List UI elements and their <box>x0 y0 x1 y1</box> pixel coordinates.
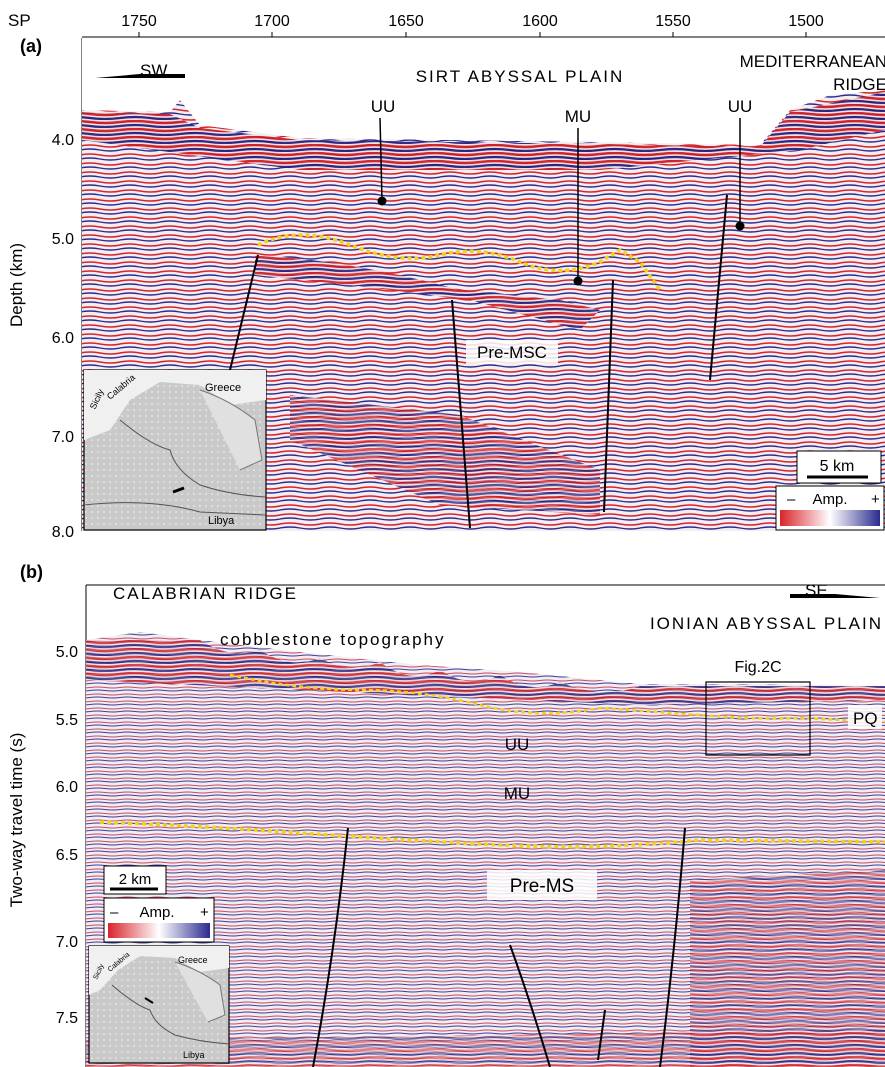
twt-tick-7-5: 7.5 <box>56 1010 78 1027</box>
panel-a: (a) SP 1750 1700 1650 1600 1550 1500 Dep… <box>7 11 885 541</box>
depth-tick-5: 5.0 <box>52 231 74 248</box>
unit-pq-label: PQ <box>853 709 878 728</box>
sp-tick-1500: 1500 <box>788 13 824 30</box>
amplitude-legend-a: – Amp. + <box>775 485 885 531</box>
unit-pre-ms-label: Pre-MS <box>510 876 574 897</box>
amp-label-b: Amp. <box>139 904 174 921</box>
depth-tick-4: 4.0 <box>52 132 74 149</box>
scale-bar-b: 2 km <box>103 865 167 895</box>
region-mediterranean-line1: MEDITERRANEAN <box>740 52 885 71</box>
region-calabrian-ridge: CALABRIAN RIDGE <box>113 584 298 603</box>
horizon-yellow-a <box>257 233 662 292</box>
horizon-yellow-b-upper <box>229 673 885 724</box>
location-map-a: Greece Sicily Calabria Libya <box>83 369 267 531</box>
unit-uu-label-b: UU <box>505 735 530 754</box>
map-a-greece: Greece <box>205 382 241 394</box>
region-ridge-line2: RIDGE <box>833 75 885 94</box>
unit-uu-label-2: UU <box>728 97 753 116</box>
unit-mu-label-b: MU <box>504 784 530 803</box>
seismic-section-a <box>82 38 885 531</box>
unit-pre-msc-label: Pre-MSC <box>477 343 547 362</box>
amp-minus-b: – <box>110 904 119 921</box>
feature-cobblestone-topography: cobblestone topography <box>220 630 445 649</box>
depth-tick-6: 6.0 <box>52 330 74 347</box>
faults-b <box>312 827 686 1067</box>
depth-tick-7: 7.0 <box>52 429 74 446</box>
region-sirt-abyssal-plain: SIRT ABYSSAL PLAIN <box>416 67 625 86</box>
scale-bar-b-label: 2 km <box>119 871 152 888</box>
twt-tick-5-5: 5.5 <box>56 712 78 729</box>
twt-axis-label: Two-way travel time (s) <box>7 733 26 908</box>
map-b-libya: Libya <box>183 1050 205 1060</box>
depth-axis-label: Depth (km) <box>7 243 26 327</box>
amp-plus-a: + <box>871 491 880 508</box>
direction-sw-label: SW <box>140 61 167 80</box>
depth-axis-ticks: 4.0 5.0 6.0 7.0 8.0 <box>52 38 83 541</box>
sp-tick-1550: 1550 <box>655 13 691 30</box>
fig-2c-label: Fig.2C <box>734 659 781 676</box>
unit-mu-label: MU <box>565 107 591 126</box>
panel-b-label: (b) <box>20 562 43 582</box>
amp-minus-a: – <box>787 491 796 508</box>
unit-mu-marker: MU <box>565 107 591 286</box>
horizon-yellow-b-lower <box>99 820 885 849</box>
sp-axis-label: SP <box>8 11 31 30</box>
scale-bar-a: 5 km <box>796 450 882 484</box>
fig-2c-box <box>705 681 811 756</box>
amp-label-a: Amp. <box>812 491 847 508</box>
location-map-b: Greece Sicily Calabria Libya <box>88 945 230 1064</box>
direction-arrow-se: SE <box>790 581 880 600</box>
direction-arrow-sw: SW <box>95 61 185 80</box>
panel-b: (b) Two-way travel time (s) 5.0 5.5 6.0 … <box>7 562 885 1067</box>
sp-axis-ticks: 1750 1700 1650 1600 1550 1500 <box>82 13 885 38</box>
amplitude-legend-b: – Amp. + <box>103 897 215 943</box>
region-ionian-abyssal-plain: IONIAN ABYSSAL PLAIN <box>650 614 883 633</box>
amp-plus-b: + <box>200 904 209 921</box>
sp-tick-1650: 1650 <box>388 13 424 30</box>
unit-uu-label-1: UU <box>371 97 396 116</box>
depth-tick-8: 8.0 <box>52 524 74 541</box>
scale-bar-a-label: 5 km <box>820 458 855 475</box>
faults-a <box>229 194 728 529</box>
twt-tick-6-5: 6.5 <box>56 847 78 864</box>
seismic-section-b <box>86 632 885 1067</box>
sp-tick-1700: 1700 <box>254 13 290 30</box>
panel-a-label: (a) <box>20 36 42 56</box>
map-b-greece: Greece <box>178 955 208 965</box>
twt-tick-7-0: 7.0 <box>56 934 78 951</box>
twt-tick-5-0: 5.0 <box>56 644 78 661</box>
twt-tick-6-0: 6.0 <box>56 779 78 796</box>
sp-tick-1750: 1750 <box>121 13 157 30</box>
map-a-libya: Libya <box>208 515 235 527</box>
unit-uu-marker-2: UU <box>728 97 753 231</box>
direction-se-label: SE <box>805 581 828 600</box>
unit-uu-marker-1: UU <box>371 97 396 206</box>
sp-tick-1600: 1600 <box>522 13 558 30</box>
